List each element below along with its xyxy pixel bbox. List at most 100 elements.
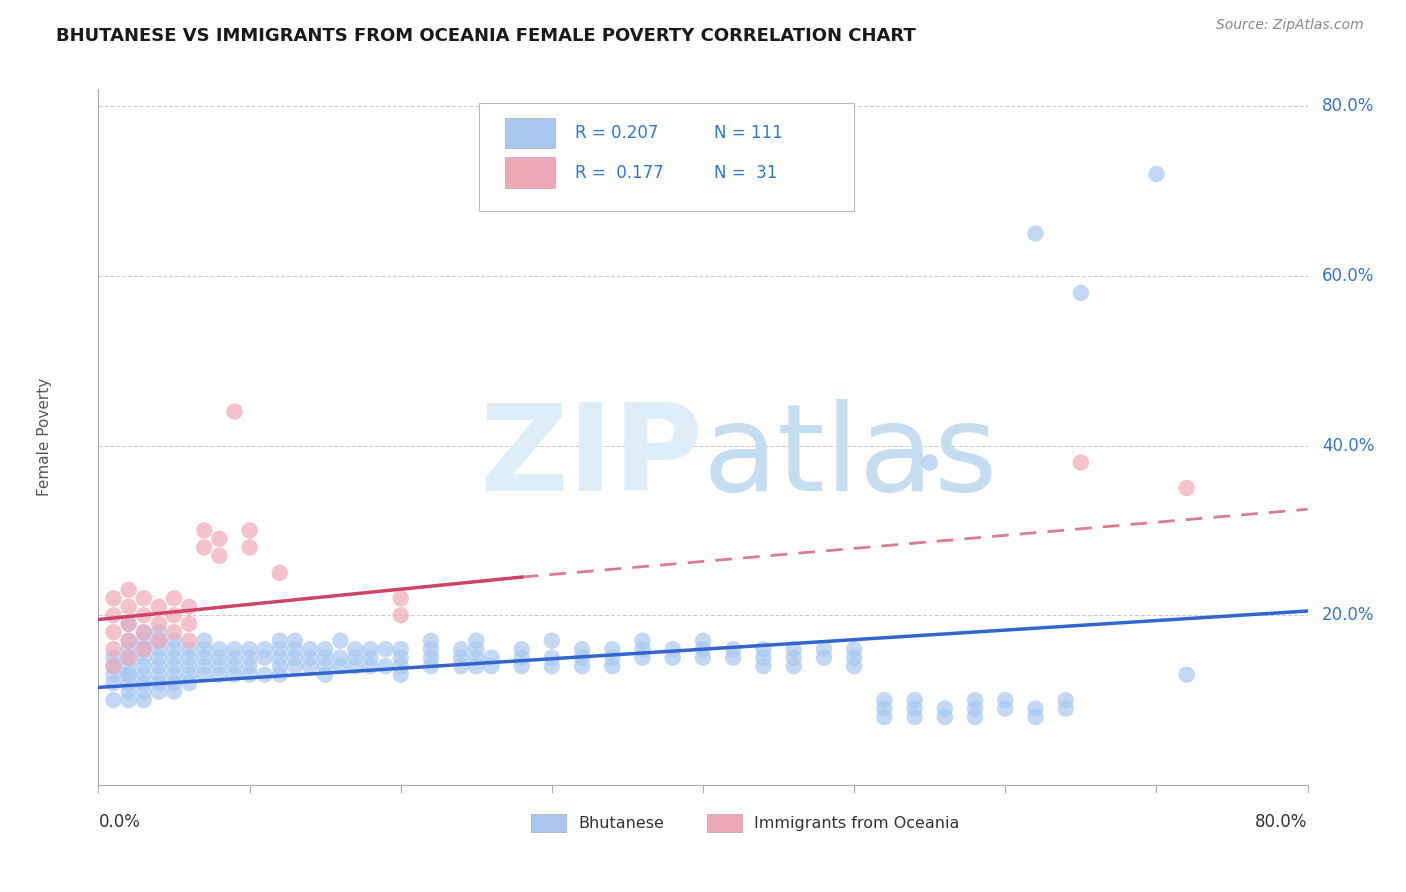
Point xyxy=(239,667,262,681)
Point xyxy=(193,524,215,538)
Point xyxy=(208,650,231,665)
Point xyxy=(510,659,533,673)
Point xyxy=(163,633,186,648)
Point xyxy=(329,633,352,648)
Point xyxy=(904,701,927,715)
Point xyxy=(389,667,412,681)
Point xyxy=(148,625,170,640)
Point xyxy=(103,667,125,681)
Point xyxy=(329,650,352,665)
Point xyxy=(389,591,412,606)
Point xyxy=(844,642,866,657)
Point xyxy=(374,659,396,673)
Point xyxy=(118,633,141,648)
Text: 20.0%: 20.0% xyxy=(1322,607,1375,624)
Point xyxy=(450,659,472,673)
Point xyxy=(873,693,896,707)
Point xyxy=(602,642,624,657)
Text: 80.0%: 80.0% xyxy=(1322,97,1375,115)
Text: R =  0.177: R = 0.177 xyxy=(575,164,664,182)
Point xyxy=(132,633,155,648)
Point xyxy=(118,667,141,681)
Point xyxy=(602,650,624,665)
Point xyxy=(918,456,941,470)
Point xyxy=(723,642,745,657)
Point xyxy=(132,642,155,657)
Point xyxy=(118,676,141,690)
Point xyxy=(284,650,307,665)
Point xyxy=(163,608,186,623)
Point xyxy=(208,532,231,546)
Point xyxy=(571,650,593,665)
Point xyxy=(510,650,533,665)
Point xyxy=(103,659,125,673)
Point xyxy=(208,642,231,657)
Point xyxy=(299,650,322,665)
Point xyxy=(224,659,246,673)
Point xyxy=(118,582,141,597)
Point xyxy=(163,591,186,606)
Point xyxy=(179,667,201,681)
Point xyxy=(994,693,1017,707)
Point xyxy=(179,616,201,631)
Point xyxy=(163,667,186,681)
Text: 80.0%: 80.0% xyxy=(1256,813,1308,830)
Point xyxy=(374,642,396,657)
Point xyxy=(813,642,835,657)
Point xyxy=(118,633,141,648)
Point xyxy=(465,633,488,648)
Point xyxy=(118,642,141,657)
Point xyxy=(965,701,987,715)
Point xyxy=(118,616,141,631)
Point xyxy=(132,642,155,657)
Point xyxy=(103,659,125,673)
Point xyxy=(752,650,775,665)
Point xyxy=(103,591,125,606)
Point xyxy=(118,659,141,673)
Point xyxy=(904,693,927,707)
Point xyxy=(1070,456,1092,470)
Point xyxy=(224,650,246,665)
Point xyxy=(1024,710,1046,724)
Point xyxy=(132,684,155,698)
FancyBboxPatch shape xyxy=(479,103,855,211)
Point xyxy=(148,684,170,698)
Point xyxy=(1054,693,1077,707)
Point xyxy=(904,710,927,724)
Point xyxy=(179,650,201,665)
Point xyxy=(132,676,155,690)
Text: Female Poverty: Female Poverty xyxy=(37,378,52,496)
Point xyxy=(118,684,141,698)
Point xyxy=(284,642,307,657)
Point xyxy=(193,667,215,681)
Point xyxy=(540,659,562,673)
Point xyxy=(132,591,155,606)
Point xyxy=(344,650,367,665)
Point xyxy=(1054,701,1077,715)
Text: Source: ZipAtlas.com: Source: ZipAtlas.com xyxy=(1216,18,1364,32)
Point xyxy=(193,642,215,657)
Point xyxy=(239,650,262,665)
Point xyxy=(163,684,186,698)
Point xyxy=(224,642,246,657)
Point xyxy=(269,659,291,673)
Point xyxy=(783,642,806,657)
Point xyxy=(224,404,246,418)
Point xyxy=(193,659,215,673)
Point xyxy=(661,650,683,665)
Point xyxy=(132,667,155,681)
Point xyxy=(602,659,624,673)
Text: N =  31: N = 31 xyxy=(714,164,778,182)
Point xyxy=(103,650,125,665)
Point xyxy=(1144,167,1167,181)
Point xyxy=(103,625,125,640)
Point xyxy=(420,633,443,648)
Point xyxy=(132,693,155,707)
FancyBboxPatch shape xyxy=(505,118,555,148)
Text: atlas: atlas xyxy=(703,400,998,516)
Point xyxy=(631,642,654,657)
Point xyxy=(450,642,472,657)
Point xyxy=(179,676,201,690)
Point xyxy=(934,701,956,715)
Point xyxy=(389,659,412,673)
